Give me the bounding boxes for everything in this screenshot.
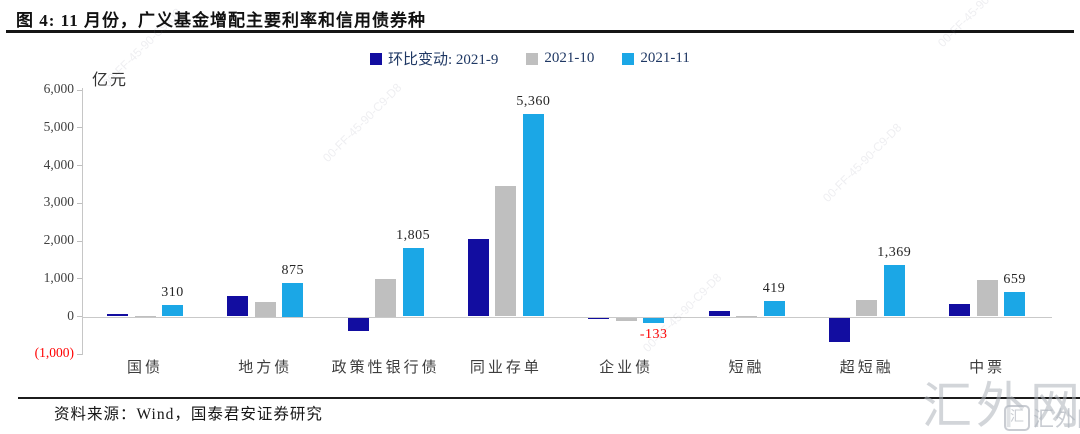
watermark-logo: 汇 汇外网 (1004, 403, 1080, 433)
chart-legend: 环比变动: 2021-9 2021-10 2021-11 (370, 48, 690, 69)
bar-s0-c6 (828, 317, 850, 342)
bar-s2-c2 (402, 248, 424, 317)
x-axis-category-label: 地方债 (238, 360, 293, 376)
bar-s2-c6 (883, 264, 905, 317)
y-axis-tick (77, 127, 82, 129)
bar-value-label: 1,369 (877, 244, 912, 260)
bar-value-label: 419 (762, 280, 786, 296)
bar-s2-c1 (282, 283, 304, 317)
diagonal-watermark: 00-FF-45-90-C9-D8 (820, 120, 905, 205)
title-divider (6, 30, 1074, 33)
watermark-logo-label: 汇外网 (1033, 407, 1080, 431)
x-axis-category-label: 企业债 (599, 360, 654, 376)
bar-s1-c5 (736, 315, 757, 317)
bar-s1-c0 (134, 315, 156, 317)
bar-value-label: 659 (1003, 271, 1026, 287)
legend-item-label: 2021-10 (544, 50, 595, 66)
legend-item-label: 2021-11 (640, 50, 690, 66)
bar-s1-c7 (976, 279, 998, 317)
y-axis-tick (77, 316, 82, 317)
y-axis-line (82, 88, 83, 355)
bar-value-label: 875 (281, 263, 305, 279)
bar-s0-c2 (347, 317, 369, 331)
watermark-logo-icon: 汇 (1004, 405, 1030, 431)
y-axis-tick-label: 4,000 (43, 156, 74, 172)
bar-s1-c1 (254, 302, 276, 317)
bar-s2-c3 (522, 114, 544, 317)
bar-s0-c5 (708, 310, 730, 317)
legend-swatch-icon (526, 52, 539, 65)
bar-value-label: 5,360 (516, 94, 551, 110)
y-axis-tick-label: 0 (67, 307, 74, 323)
x-axis-category-label: 国债 (126, 360, 163, 376)
y-axis-tick-label: 6,000 (43, 81, 74, 96)
bar-s2-c7 (1004, 291, 1026, 317)
bar-value-label: 310 (161, 284, 184, 300)
x-axis-category-label: 同业存单 (469, 360, 542, 376)
y-axis-tick-label: 3,000 (43, 194, 74, 210)
figure-title: 图 4: 11 月份，广义基金增配主要利率和信用债券种 (16, 11, 426, 30)
bar-s2-c0 (162, 304, 183, 317)
y-axis-tick (77, 278, 82, 280)
diagonal-watermark: 00-FF-45-90-C9-D8 (935, 0, 1020, 50)
legend-swatch-icon (622, 52, 635, 65)
bar-s0-c4 (588, 317, 610, 319)
footer-divider (18, 397, 1080, 399)
y-axis-tick-label: 1,000 (43, 269, 74, 285)
bar-s1-c2 (375, 278, 397, 317)
bar-s2-c5 (763, 300, 785, 317)
y-axis-tick-label: (1,000) (34, 345, 74, 361)
y-axis-tick (77, 353, 82, 355)
y-axis-tick-label: 5,000 (43, 118, 74, 134)
bar-s0-c3 (467, 239, 489, 317)
bar-s1-c6 (856, 300, 878, 317)
diagonal-watermark: 00-FF-45-90-C9-D8 (320, 80, 405, 165)
y-axis-tick (77, 165, 82, 166)
y-axis-tick (77, 240, 82, 242)
bar-s1-c3 (495, 185, 517, 317)
x-axis-category-label: 中票 (969, 360, 1006, 376)
legend-item-0: 环比变动: 2021-9 (370, 48, 498, 69)
y-axis-unit-label: 亿元 (92, 72, 129, 89)
legend-item-1: 2021-10 (526, 50, 594, 67)
x-axis-category-label: 政策性银行债 (331, 360, 440, 376)
bar-value-label: -133 (639, 326, 668, 342)
y-axis-tick (77, 202, 82, 204)
legend-item-2: 2021-11 (622, 50, 690, 67)
x-axis-category-label: 短融 (728, 360, 765, 376)
bar-s1-c4 (615, 317, 637, 321)
bar-s0-c1 (227, 296, 249, 317)
x-axis-category-label: 超短融 (839, 360, 894, 376)
bar-s0-c0 (107, 314, 128, 317)
legend-item-label: 环比变动: 2021-9 (388, 52, 499, 68)
bar-s0-c7 (949, 303, 971, 317)
y-axis-tick (77, 89, 82, 91)
source-text: 资料来源：Wind，国泰君安证券研究 (54, 406, 323, 423)
x-axis-zero-line (82, 316, 1052, 318)
bar-value-label: 1,805 (396, 228, 431, 244)
bar-s2-c4 (643, 317, 665, 323)
legend-swatch-icon (370, 52, 382, 65)
y-axis-tick-label: 2,000 (43, 232, 74, 247)
